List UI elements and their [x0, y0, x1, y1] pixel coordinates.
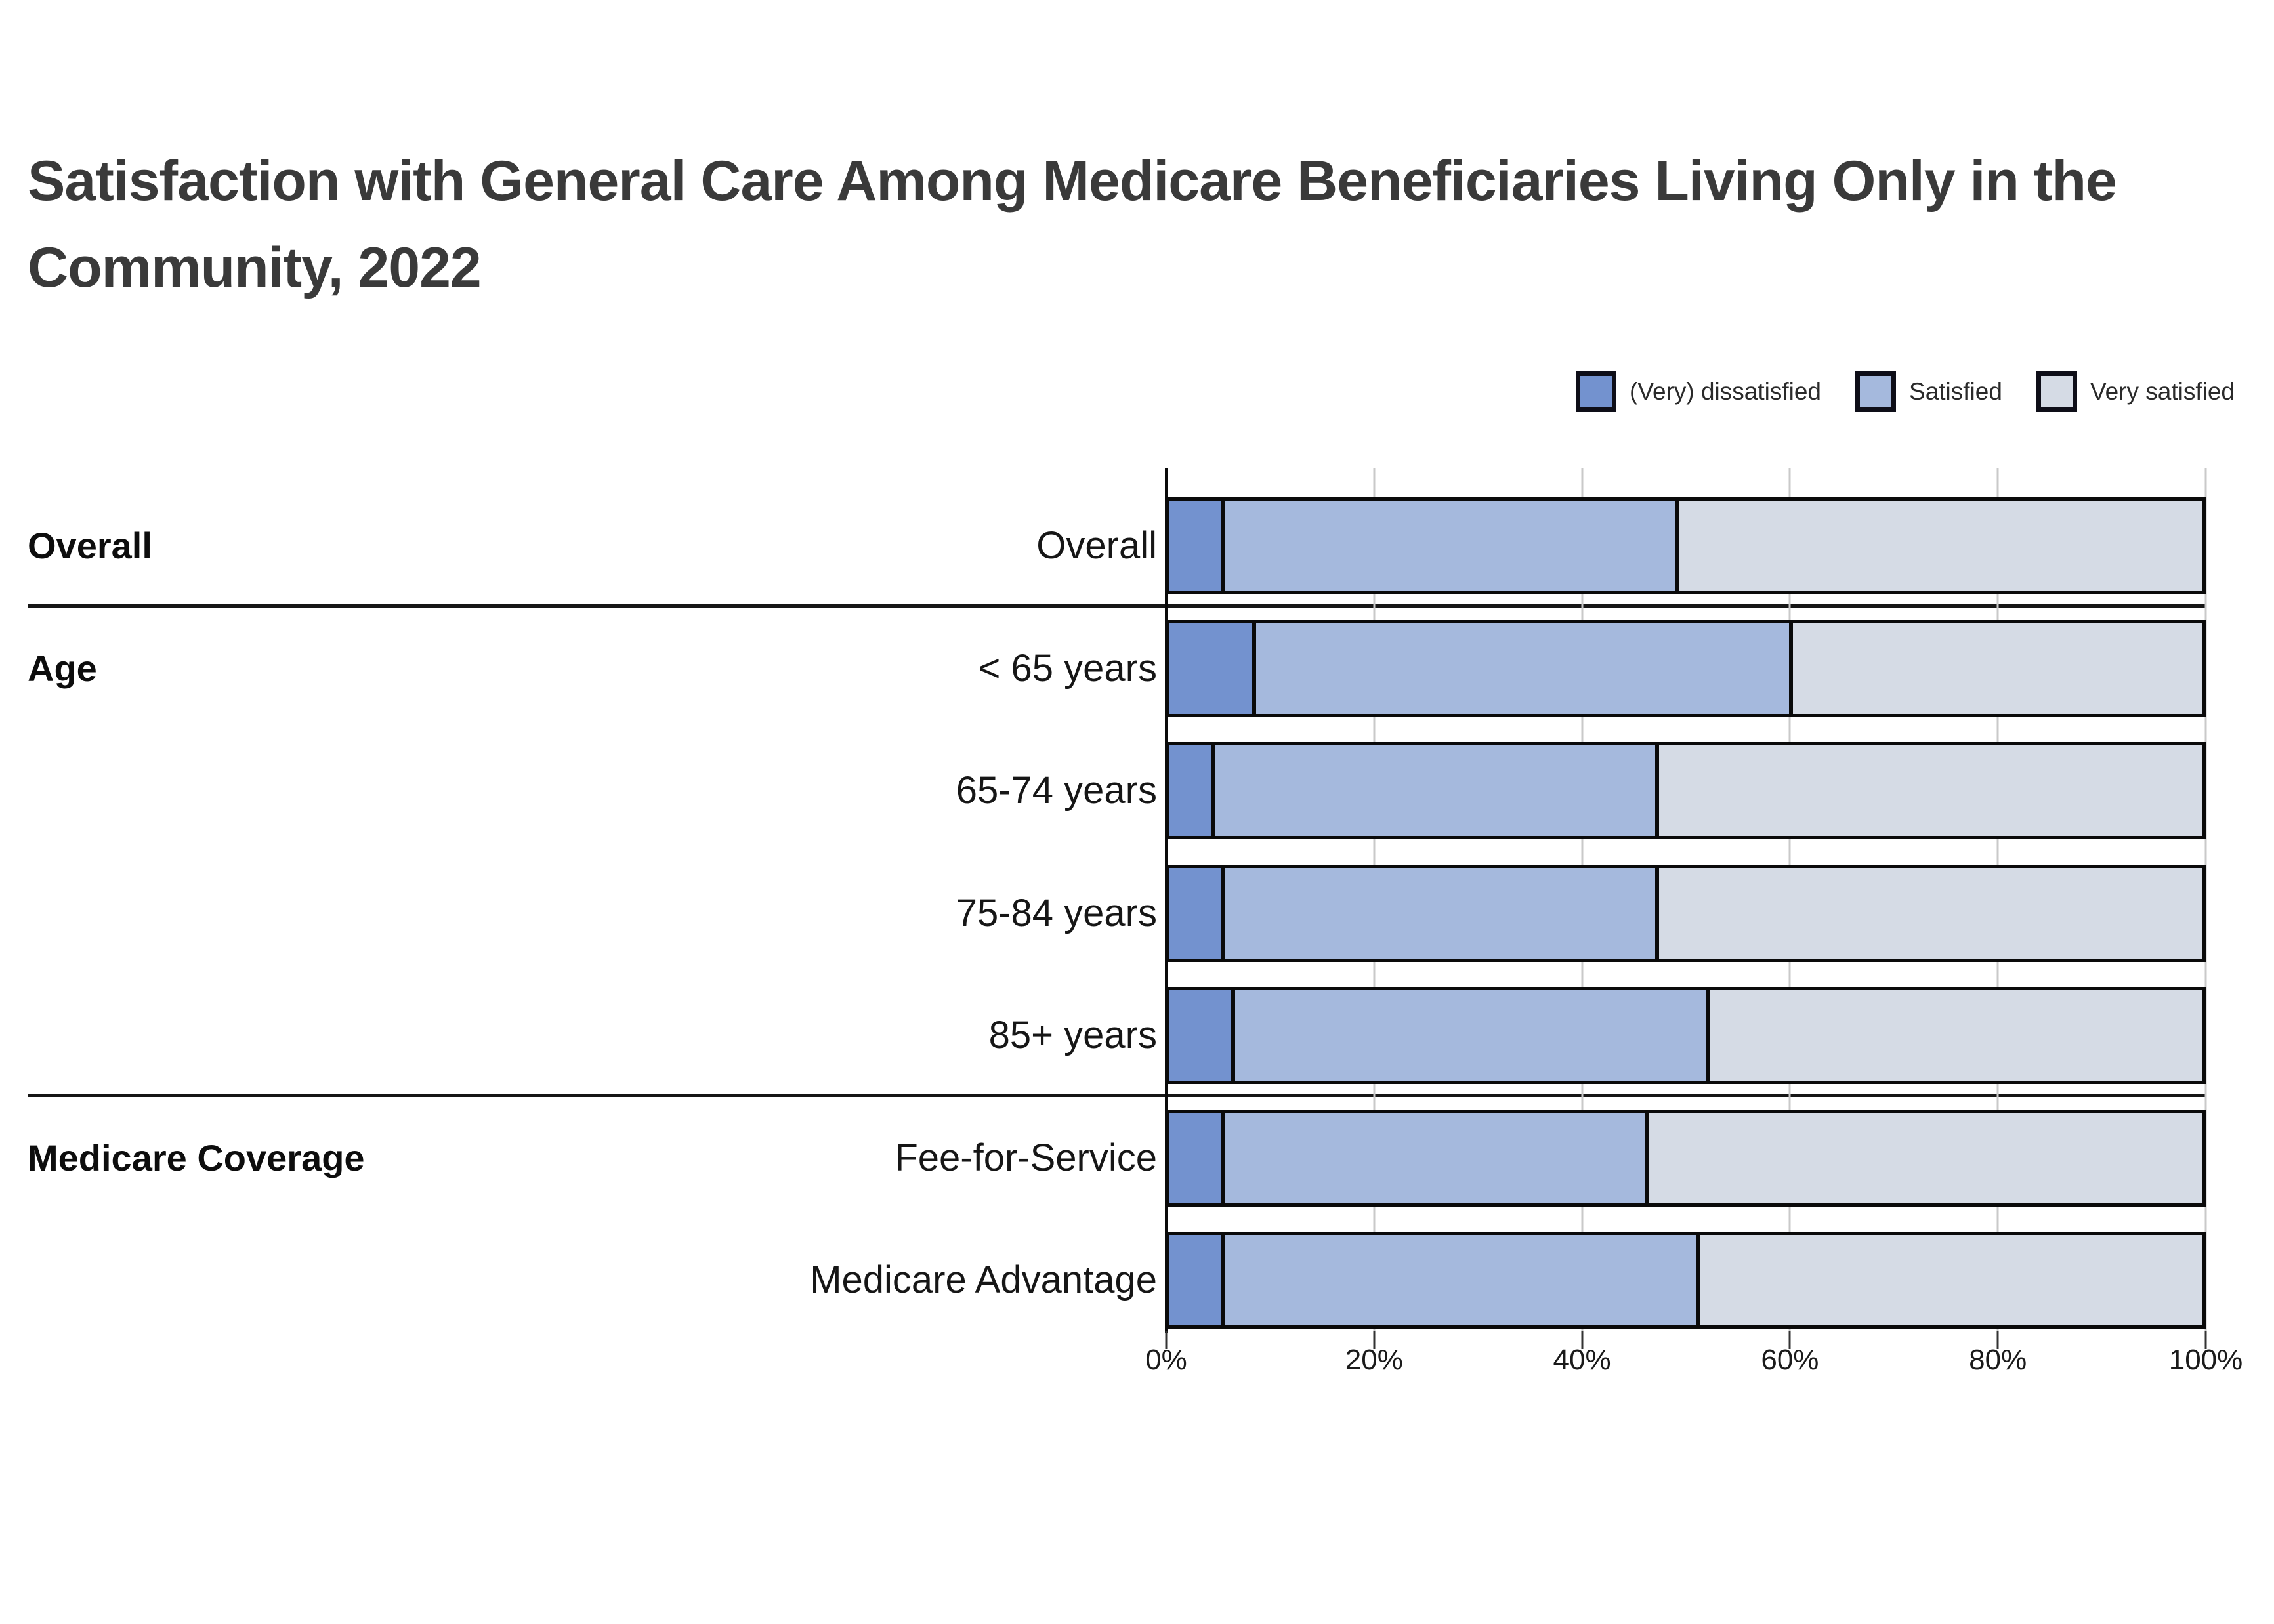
- x-axis-tick-label: 100%: [2168, 1344, 2243, 1376]
- bar-segment-very-satisfied: [1654, 745, 2202, 836]
- x-axis-tick: [1788, 1331, 1791, 1349]
- x-axis-tick: [1373, 1331, 1376, 1349]
- bar-segment-satisfied: [1221, 1235, 1696, 1325]
- x-axis-tick-label: 80%: [1969, 1344, 2027, 1376]
- bar-segment-satisfied: [1252, 623, 1790, 714]
- legend-label-dissatisfied: (Very) dissatisfied: [1630, 378, 1822, 405]
- legend-item-dissatisfied: (Very) dissatisfied: [1576, 371, 1821, 412]
- group-separator: [28, 1093, 2206, 1097]
- bar-segment-dissatisfied: [1169, 1235, 1221, 1325]
- group-label: Age: [28, 647, 97, 689]
- x-axis-tick: [1996, 1331, 1999, 1349]
- row-label: 85+ years: [988, 1014, 1157, 1056]
- legend-item-satisfied: Satisfied: [1855, 371, 2002, 412]
- x-axis-tick-label: 20%: [1345, 1344, 1403, 1376]
- row-label: < 65 years: [978, 646, 1157, 690]
- bar-row: [1166, 497, 2206, 594]
- bar-segment-dissatisfied: [1169, 501, 1221, 591]
- bar-row: [1166, 619, 2206, 717]
- bar-segment-dissatisfied: [1169, 1112, 1221, 1203]
- plot-area: 0% 20% 40% 60% 80% 100%: [1145, 468, 2242, 1376]
- x-axis-tick-label: 40%: [1553, 1344, 1611, 1376]
- bar-segment-dissatisfied: [1169, 867, 1221, 959]
- bar-row: [1166, 864, 2206, 962]
- bar-segment-very-satisfied: [1645, 1112, 2202, 1203]
- bar-segment-satisfied: [1210, 745, 1655, 836]
- bar-segment-dissatisfied: [1169, 623, 1252, 714]
- title-line-1: Satisfaction with General Care Among Med…: [28, 150, 2117, 213]
- bar-segment-very-satisfied: [1654, 867, 2202, 959]
- bar-row: [1166, 1109, 2206, 1207]
- row-label: 75-84 years: [956, 891, 1157, 934]
- gridline: [2204, 468, 2207, 1331]
- bar-row: [1166, 1232, 2206, 1329]
- bar-row: [1166, 742, 2206, 839]
- row-label: Fee-for-Service: [895, 1136, 1157, 1179]
- bar-row: [1166, 987, 2206, 1084]
- group-label: Overall: [28, 525, 152, 566]
- row-label: 65-74 years: [956, 769, 1157, 812]
- group-separator: [28, 604, 2206, 608]
- row-label: Overall: [1036, 524, 1157, 567]
- x-axis-tick: [1165, 1331, 1168, 1349]
- bar-segment-satisfied: [1221, 1112, 1645, 1203]
- legend-label-very-satisfied: Very satisfied: [2090, 378, 2235, 405]
- legend-swatch-very-satisfied-icon: [2036, 371, 2077, 412]
- row-label: Medicare Advantage: [810, 1259, 1157, 1301]
- bar-segment-satisfied: [1231, 990, 1707, 1081]
- page-title: Satisfaction with General Care Among Med…: [28, 138, 2252, 311]
- legend-swatch-dissatisfied-icon: [1576, 371, 1617, 412]
- bar-segment-dissatisfied: [1169, 990, 1232, 1081]
- bar-segment-very-satisfied: [1675, 501, 2202, 591]
- bar-segment-satisfied: [1221, 501, 1676, 591]
- legend: (Very) dissatisfied Satisfied Very satis…: [1576, 371, 2235, 412]
- group-label: Medicare Coverage: [28, 1136, 365, 1178]
- legend-item-very-satisfied: Very satisfied: [2036, 371, 2235, 412]
- bar-segment-very-satisfied: [1696, 1235, 2202, 1325]
- bar-segment-very-satisfied: [1789, 623, 2202, 714]
- x-axis-tick: [1581, 1331, 1584, 1349]
- x-axis-tick-label: 60%: [1761, 1344, 1819, 1376]
- legend-swatch-satisfied-icon: [1855, 371, 1897, 412]
- legend-label-satisfied: Satisfied: [1909, 378, 2002, 405]
- bar-segment-dissatisfied: [1169, 745, 1211, 836]
- bar-segment-satisfied: [1221, 867, 1655, 959]
- x-axis-tick: [2204, 1331, 2207, 1349]
- x-axis-tick-label: 0%: [1145, 1344, 1187, 1376]
- bar-segment-very-satisfied: [1706, 990, 2202, 1081]
- title-line-2: Community, 2022: [28, 236, 482, 299]
